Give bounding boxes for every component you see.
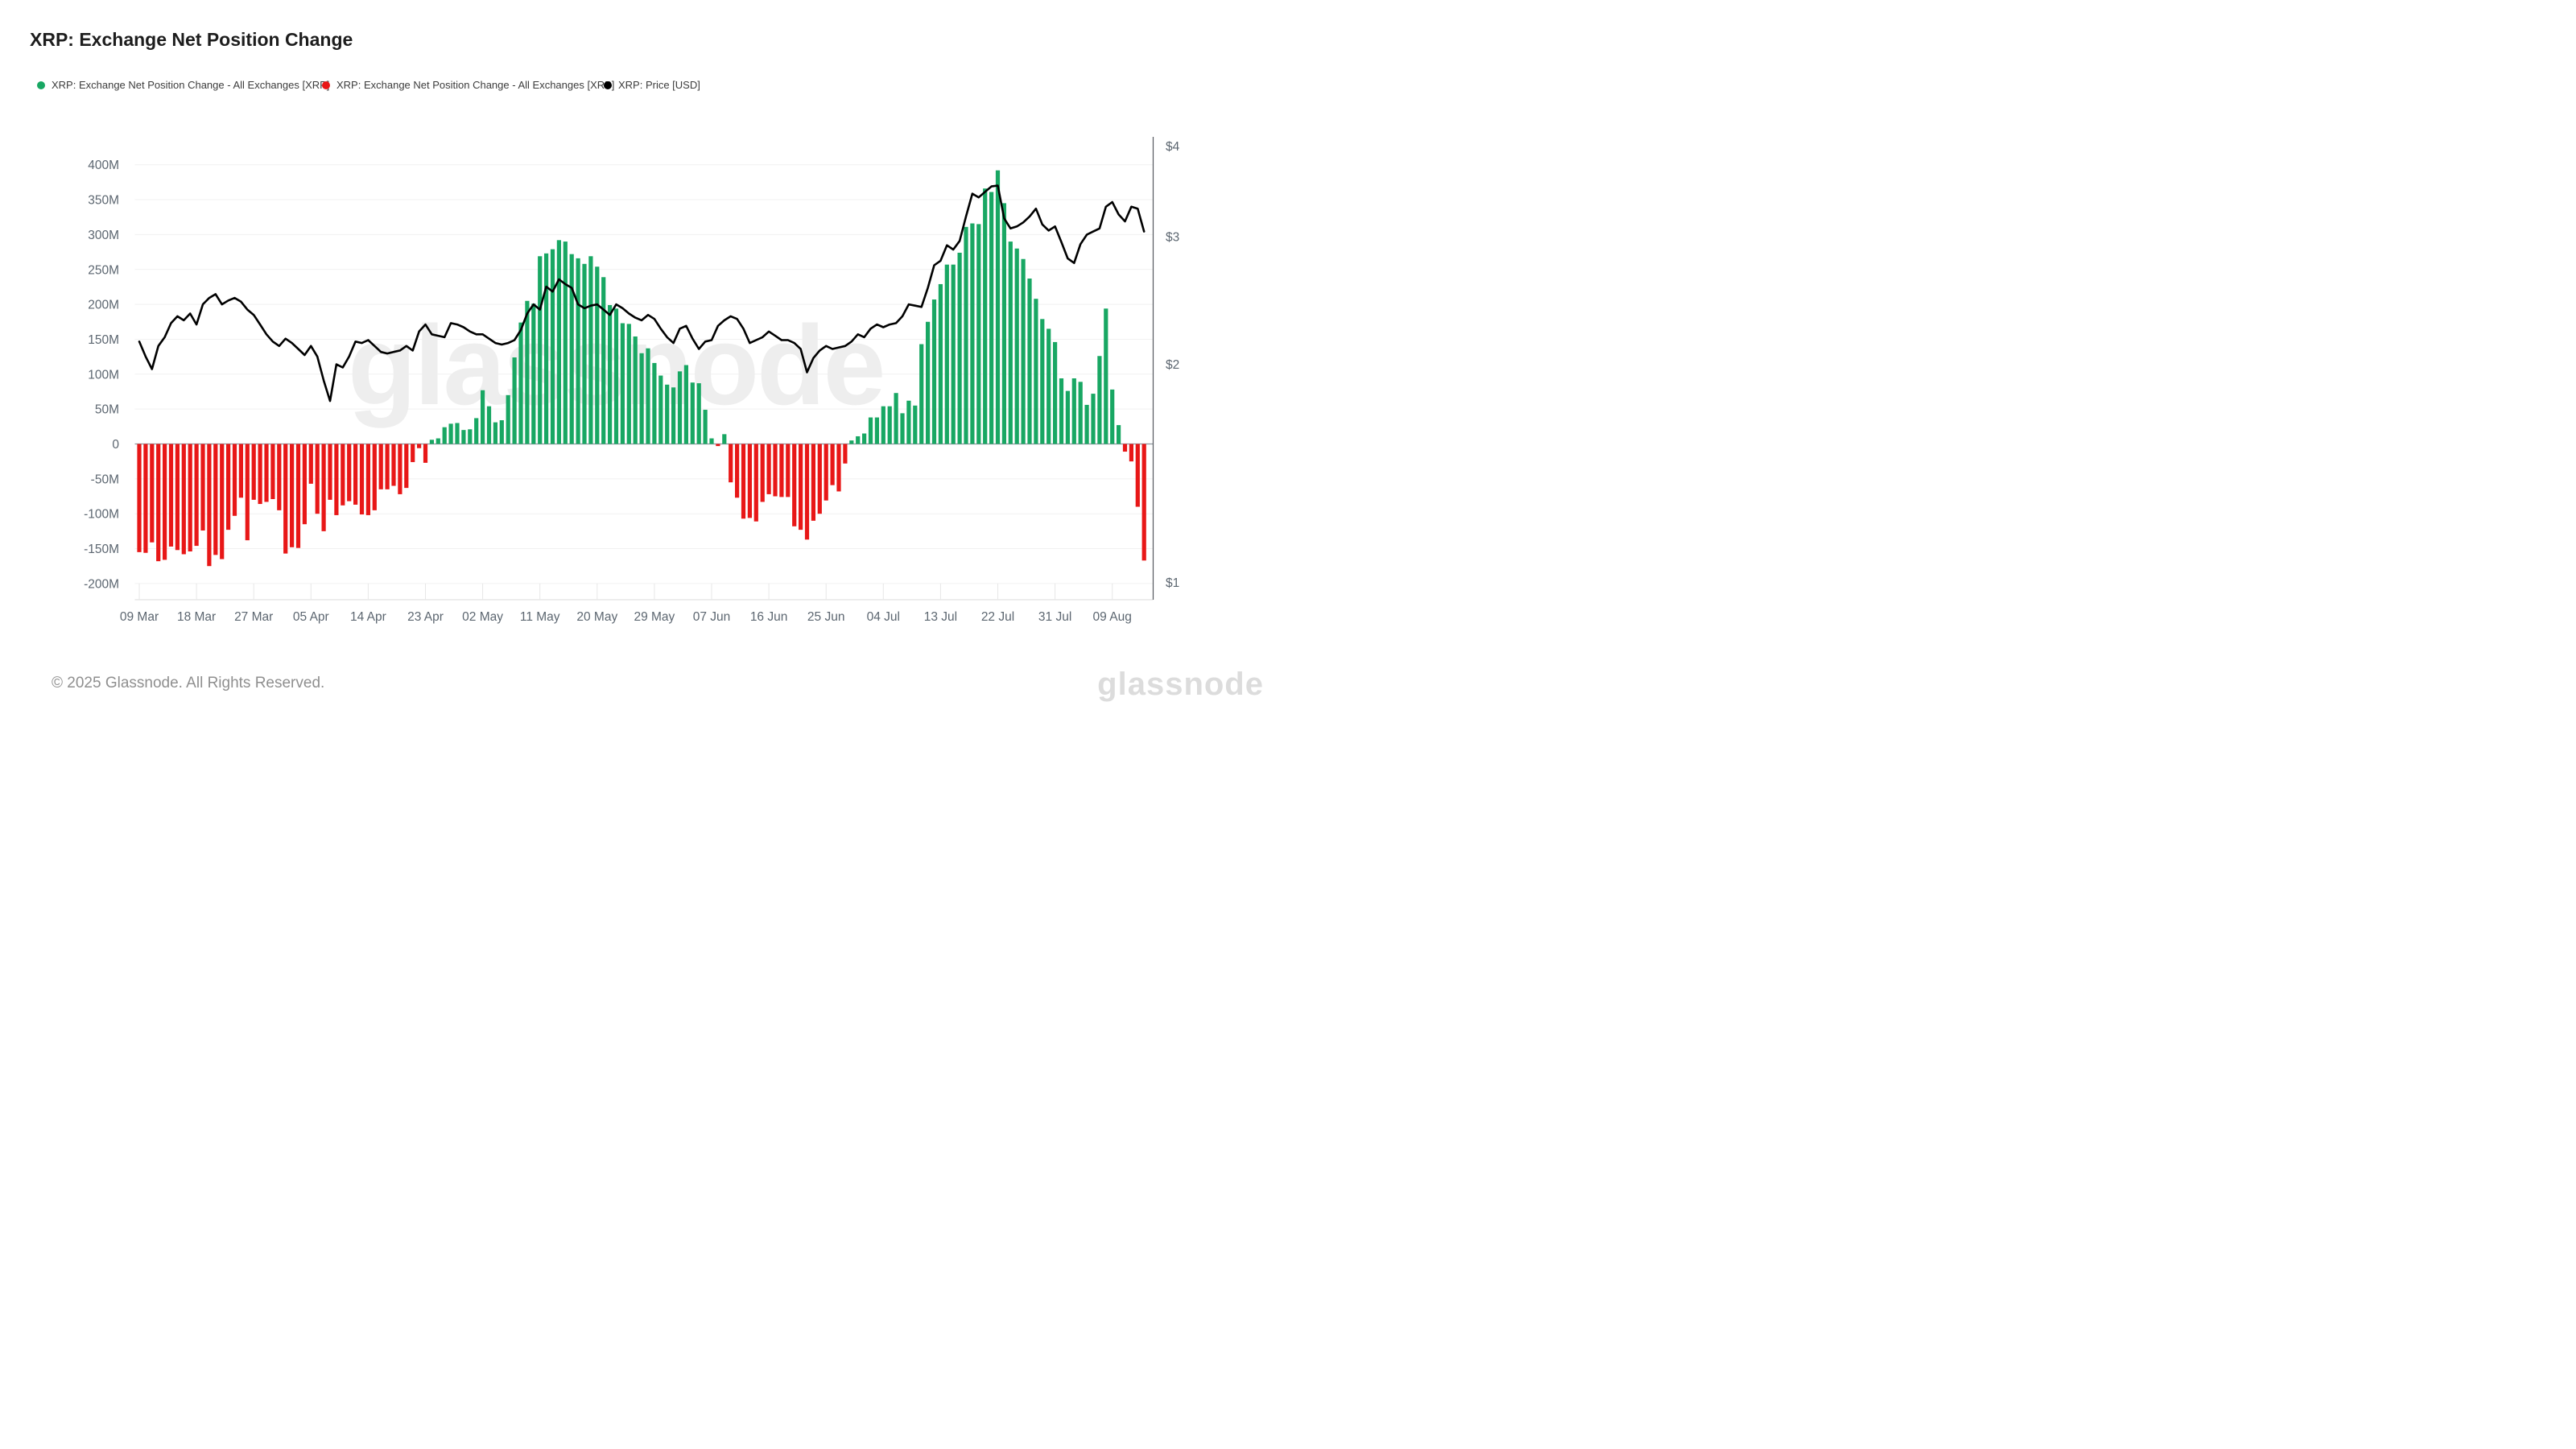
svg-text:13 Jul: 13 Jul [924, 610, 957, 624]
svg-text:400M: 400M [88, 159, 119, 172]
svg-text:09 Mar: 09 Mar [120, 610, 159, 624]
svg-text:-100M: -100M [84, 508, 119, 522]
footer-copyright: © 2025 Glassnode. All Rights Reserved. [52, 675, 325, 691]
svg-text:07 Jun: 07 Jun [693, 610, 731, 624]
svg-text:16 Jun: 16 Jun [750, 610, 788, 624]
svg-text:-150M: -150M [84, 543, 119, 556]
svg-text:0: 0 [112, 438, 119, 452]
svg-text:11 May: 11 May [520, 610, 560, 624]
page-title: XRP: Exchange Net Position Change [30, 29, 353, 50]
legend-item-1[interactable]: XRP: Exchange Net Position Change - All … [322, 79, 614, 91]
legend-item-0[interactable]: XRP: Exchange Net Position Change - All … [37, 79, 329, 91]
left-axis-labels: 400M 350M 300M 250M 200M 150M 100M 50M 0 -50M -100… [84, 159, 119, 591]
svg-text:$1: $1 [1166, 576, 1179, 590]
svg-text:350M: 350M [88, 194, 119, 208]
svg-text:150M: 150M [88, 333, 119, 347]
legend-label: XRP: Exchange Net Position Change - All … [336, 79, 615, 91]
legend: XRP: Exchange Net Position Change - All … [37, 79, 1245, 95]
svg-text:250M: 250M [88, 263, 119, 277]
svg-text:$4: $4 [1166, 140, 1180, 154]
legend-dot-icon [322, 80, 330, 89]
chart-canvas[interactable]: glassnode 400M 350M 300M 250M 200M 150M 100M 50M… [0, 0, 1288, 724]
x-axis-labels: 09 Mar 18 Mar 27 Mar 05 Apr 14 Apr 23 Apr 02 M… [120, 610, 1132, 624]
svg-text:29 May: 29 May [634, 610, 675, 624]
legend-dot-icon [37, 80, 45, 89]
svg-text:09 Aug: 09 Aug [1093, 610, 1132, 624]
svg-text:-50M: -50M [91, 473, 119, 486]
svg-text:18 Mar: 18 Mar [177, 610, 216, 624]
svg-text:100M: 100M [88, 368, 119, 382]
legend-dot-icon [604, 80, 612, 89]
svg-text:50M: 50M [95, 403, 119, 417]
svg-text:31 Jul: 31 Jul [1038, 610, 1071, 624]
svg-text:25 Jun: 25 Jun [807, 610, 845, 624]
svg-text:$3: $3 [1166, 231, 1179, 245]
svg-text:$2: $2 [1166, 358, 1179, 372]
svg-text:-200M: -200M [84, 577, 119, 591]
price-line[interactable] [138, 184, 1146, 402]
svg-text:04 Jul: 04 Jul [867, 610, 900, 624]
axis-borders [134, 137, 1154, 601]
svg-text:200M: 200M [88, 299, 119, 312]
svg-text:300M: 300M [88, 229, 119, 242]
svg-text:02 May: 02 May [462, 610, 503, 624]
svg-text:20 May: 20 May [576, 610, 617, 624]
glassnode-chart-page: XRP: Exchange Net Position Change XRP: E… [0, 0, 1288, 724]
svg-text:23 Apr: 23 Apr [407, 610, 444, 624]
svg-text:22 Jul: 22 Jul [981, 610, 1014, 624]
glassnode-logo: glassnode [1097, 667, 1264, 702]
legend-label: XRP: Price [USD] [618, 79, 700, 91]
svg-text:27 Mar: 27 Mar [234, 610, 273, 624]
net-position-bars[interactable] [137, 170, 1146, 567]
legend-item-2[interactable]: XRP: Price [USD] [604, 79, 700, 91]
legend-label: XRP: Exchange Net Position Change - All … [52, 79, 330, 91]
right-axis-labels: $4 $3 $2 $1 [1166, 140, 1180, 590]
svg-text:05 Apr: 05 Apr [293, 610, 329, 624]
svg-text:14 Apr: 14 Apr [350, 610, 386, 624]
